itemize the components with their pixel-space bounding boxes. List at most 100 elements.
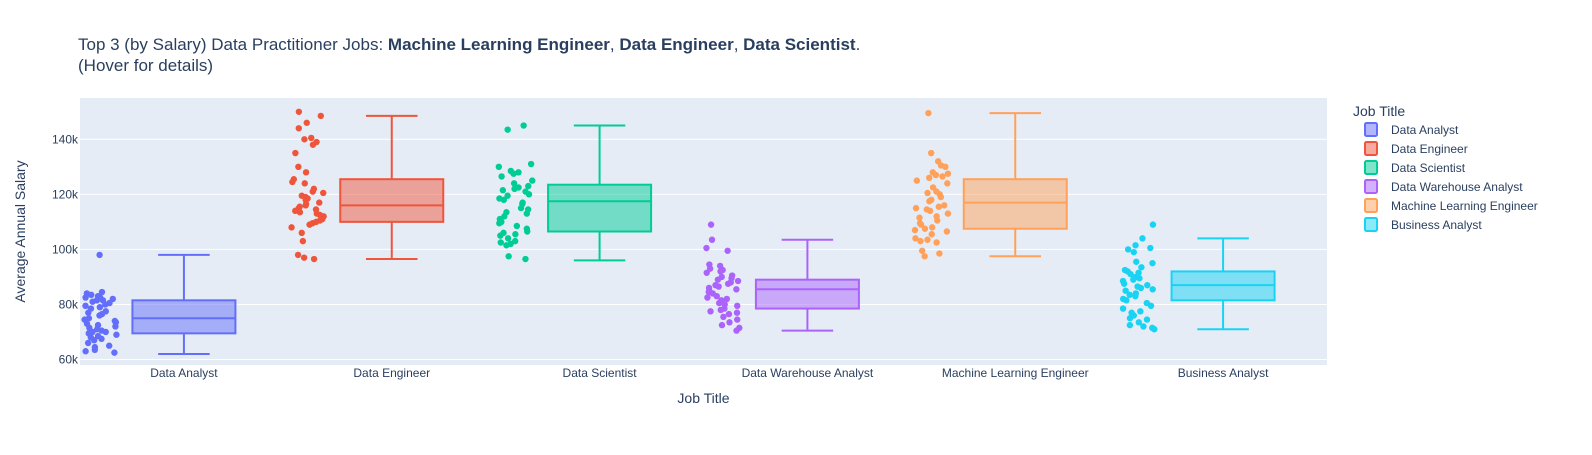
data-point[interactable]: [289, 178, 296, 186]
data-point[interactable]: [510, 170, 517, 177]
data-point[interactable]: [296, 209, 304, 216]
data-point[interactable]: [924, 189, 931, 197]
data-point[interactable]: [96, 303, 104, 311]
data-point[interactable]: [1140, 323, 1147, 330]
data-point[interactable]: [926, 174, 933, 182]
data-point[interactable]: [105, 342, 113, 349]
data-point[interactable]: [733, 327, 740, 334]
data-point[interactable]: [1147, 302, 1155, 310]
data-point[interactable]: [717, 268, 724, 275]
data-point[interactable]: [734, 302, 741, 310]
data-point[interactable]: [525, 191, 533, 198]
data-point[interactable]: [517, 204, 525, 212]
data-point[interactable]: [498, 173, 505, 180]
legend-item-data-analyst[interactable]: Data Analyst: [1364, 122, 1459, 137]
data-point[interactable]: [527, 160, 535, 168]
data-point[interactable]: [302, 202, 309, 209]
data-point[interactable]: [937, 193, 945, 201]
box-trace-data-analyst[interactable]: [81, 251, 237, 356]
data-point[interactable]: [511, 185, 518, 193]
data-point[interactable]: [515, 169, 522, 176]
data-point[interactable]: [90, 337, 98, 344]
data-point[interactable]: [85, 309, 92, 316]
data-point[interactable]: [96, 312, 103, 319]
data-point[interactable]: [913, 177, 921, 184]
legend-item-business-analyst[interactable]: Business Analyst: [1364, 217, 1482, 232]
data-point[interactable]: [725, 310, 733, 318]
data-point[interactable]: [316, 199, 323, 206]
data-point[interactable]: [520, 122, 527, 129]
data-point[interactable]: [113, 331, 120, 338]
data-point[interactable]: [1149, 286, 1156, 293]
data-point[interactable]: [1132, 242, 1139, 249]
data-point[interactable]: [82, 302, 89, 310]
data-point[interactable]: [1137, 284, 1145, 292]
data-point[interactable]: [96, 251, 103, 259]
data-point[interactable]: [1127, 270, 1134, 278]
data-point[interactable]: [84, 339, 92, 347]
data-point[interactable]: [724, 247, 731, 254]
data-point[interactable]: [529, 177, 536, 184]
data-point[interactable]: [926, 198, 933, 205]
legend-item-data-warehouse-analyst[interactable]: Data Warehouse Analyst: [1364, 179, 1523, 194]
data-point[interactable]: [497, 232, 504, 239]
data-point[interactable]: [928, 231, 935, 238]
data-point[interactable]: [1119, 305, 1127, 312]
box-trace-data-warehouse-analyst[interactable]: [703, 221, 860, 334]
data-point[interactable]: [704, 294, 711, 301]
data-point[interactable]: [1126, 291, 1133, 299]
data-point[interactable]: [302, 169, 310, 176]
data-point[interactable]: [939, 173, 946, 180]
data-point[interactable]: [102, 301, 109, 308]
data-point[interactable]: [1151, 326, 1158, 333]
data-point[interactable]: [715, 283, 722, 290]
data-point[interactable]: [102, 328, 109, 336]
data-point[interactable]: [934, 217, 941, 224]
box-iqr[interactable]: [754, 278, 860, 310]
data-point[interactable]: [918, 247, 926, 254]
data-point[interactable]: [98, 288, 106, 296]
data-point[interactable]: [718, 321, 726, 329]
data-point[interactable]: [505, 253, 512, 260]
data-point[interactable]: [309, 188, 316, 195]
data-point[interactable]: [926, 207, 934, 215]
data-point[interactable]: [1147, 244, 1154, 252]
data-point[interactable]: [317, 112, 325, 120]
data-point[interactable]: [1126, 315, 1134, 322]
data-point[interactable]: [916, 214, 923, 221]
data-point[interactable]: [921, 225, 929, 232]
data-point[interactable]: [911, 226, 919, 234]
legend-item-machine-learning-engineer[interactable]: Machine Learning Engineer: [1364, 198, 1538, 213]
data-point[interactable]: [944, 170, 952, 177]
data-point[interactable]: [936, 250, 943, 257]
data-point[interactable]: [707, 308, 714, 315]
data-point[interactable]: [917, 237, 924, 245]
data-point[interactable]: [320, 189, 327, 197]
data-point[interactable]: [510, 180, 518, 187]
data-point[interactable]: [504, 126, 511, 133]
data-point[interactable]: [1130, 276, 1137, 283]
data-point[interactable]: [292, 149, 299, 157]
data-point[interactable]: [944, 180, 951, 187]
data-point[interactable]: [306, 221, 313, 228]
data-point[interactable]: [504, 192, 511, 199]
data-point[interactable]: [500, 196, 508, 204]
data-point[interactable]: [82, 348, 89, 355]
data-point[interactable]: [1149, 259, 1156, 267]
data-point[interactable]: [734, 277, 742, 285]
data-point[interactable]: [310, 255, 318, 263]
data-point[interactable]: [295, 108, 303, 115]
data-point[interactable]: [1138, 264, 1145, 271]
data-point[interactable]: [525, 182, 532, 190]
data-point[interactable]: [724, 280, 732, 287]
data-point[interactable]: [1133, 258, 1140, 265]
data-point[interactable]: [714, 276, 722, 283]
data-point[interactable]: [941, 202, 948, 209]
data-point[interactable]: [522, 255, 529, 263]
box-trace-data-engineer[interactable]: [288, 108, 445, 263]
data-point[interactable]: [1124, 246, 1132, 253]
data-point[interactable]: [512, 231, 519, 238]
box-iqr[interactable]: [339, 178, 445, 223]
data-point[interactable]: [943, 228, 951, 235]
data-point[interactable]: [703, 244, 710, 252]
